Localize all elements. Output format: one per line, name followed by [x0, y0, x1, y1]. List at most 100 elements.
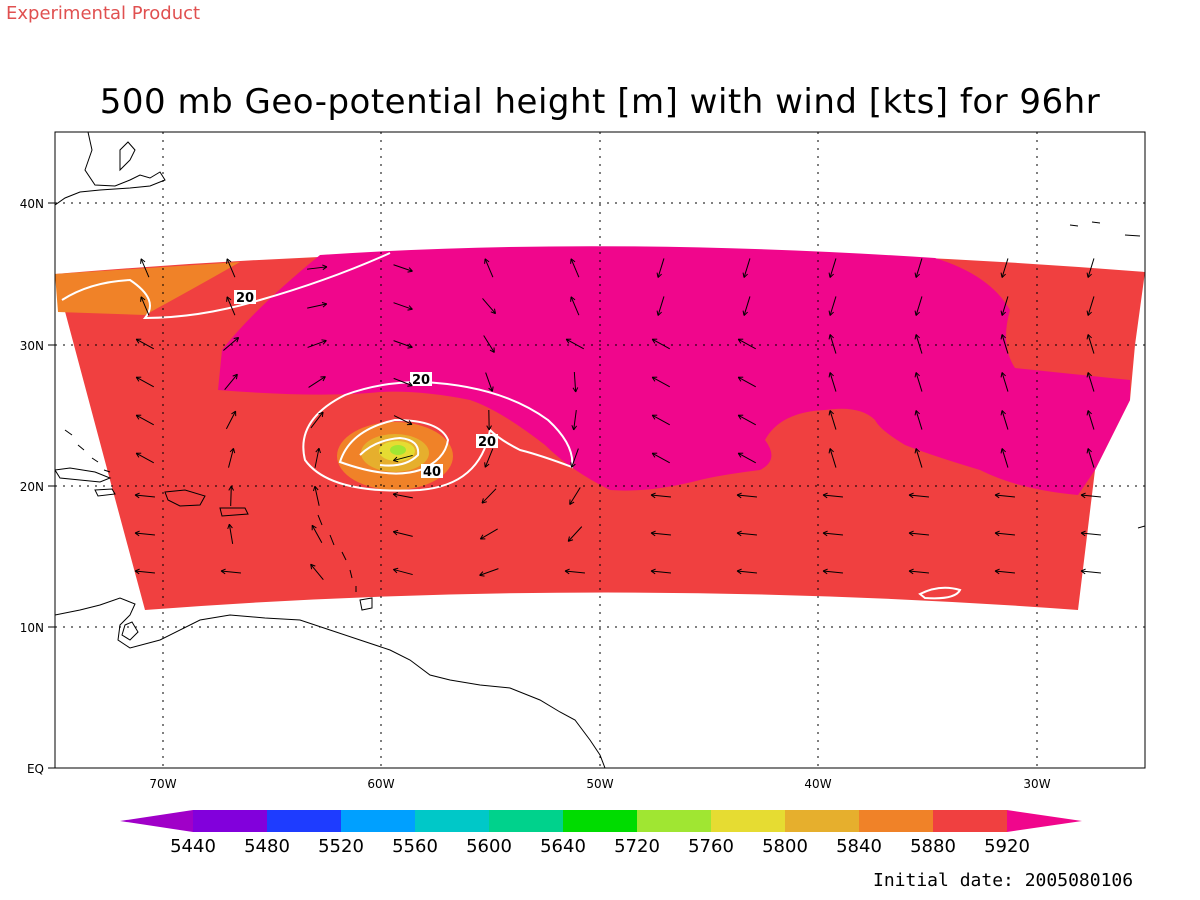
wind-arrow-head — [915, 410, 920, 415]
wind-arrow-head — [134, 492, 140, 496]
wind-arrow — [140, 258, 150, 278]
wind-arrow-head — [318, 411, 324, 415]
wind-arrow — [915, 410, 923, 430]
wind-arrow-head — [392, 531, 398, 536]
wind-arrow-head — [392, 569, 398, 574]
wind-arrow-head — [220, 570, 226, 575]
wind-arrow-head — [569, 501, 575, 505]
wind-arrow-head — [737, 452, 742, 458]
wind-arrow — [651, 494, 671, 498]
wind-arrow — [135, 532, 155, 536]
wind-arrow-head — [318, 448, 321, 454]
wind-arrow — [480, 528, 498, 540]
lat-label-40n: 40N — [20, 197, 44, 211]
puerto-rico-coast — [219, 507, 249, 517]
wind-arrow — [1087, 296, 1095, 316]
colorbar-label: 5880 — [910, 836, 956, 857]
wind-arrow-head — [233, 337, 239, 340]
wind-arrow-head — [828, 310, 831, 316]
wind-arrow-head — [322, 376, 326, 382]
wind-arrow-head — [226, 258, 232, 263]
wind-vectors — [134, 258, 1101, 581]
contour-label-20-mid: 20 — [412, 373, 430, 388]
wind-arrow-head — [1000, 310, 1003, 316]
wind-arrow-head — [570, 462, 573, 468]
wind-arrow-head — [321, 411, 324, 418]
wind-arrow-head — [140, 258, 146, 263]
wind-arrow — [135, 570, 155, 574]
contour-label-box — [421, 464, 443, 478]
wind-arrow — [651, 414, 671, 426]
wind-arrow-head — [1080, 492, 1086, 496]
wind-arrow — [909, 494, 929, 498]
lesser-antilles — [317, 514, 357, 592]
azores-islands — [1069, 221, 1141, 237]
coastlines — [55, 132, 1145, 768]
wind-contour-inner — [359, 436, 420, 467]
wind-arrow-head — [915, 311, 920, 316]
wind-arrow-head — [829, 311, 834, 316]
wind-arrow — [307, 266, 327, 270]
wind-arrow — [1001, 258, 1009, 278]
wind-arrow-head — [822, 532, 828, 537]
wind-arrow-head — [236, 337, 240, 343]
wind-arrow-head — [565, 338, 570, 344]
wind-arrow-head — [1086, 448, 1089, 454]
wind-arrow-head — [914, 272, 917, 278]
wind-arrow-head — [393, 460, 399, 463]
wind-arrow-head — [226, 296, 232, 301]
colorbar-label: 5920 — [984, 836, 1030, 857]
hispaniola-coast — [164, 489, 206, 507]
wind-arrow — [823, 494, 843, 498]
wind-arrow — [479, 568, 499, 576]
wind-arrow-head — [570, 296, 576, 301]
lon-label-30w: 30W — [1023, 777, 1050, 791]
wind-arrow-head — [490, 311, 496, 315]
wind-arrow — [135, 338, 155, 350]
wind-arrow-head — [484, 258, 490, 263]
lat-label-30n: 30N — [20, 339, 44, 353]
wind-arrow-head — [1080, 532, 1086, 537]
wind-arrow — [481, 488, 497, 504]
wind-arrow-head — [994, 570, 1000, 575]
wind-arrow — [651, 570, 671, 574]
wind-arrow-head — [822, 492, 828, 496]
wind-arrow-head — [657, 311, 662, 316]
wind-arrow-head — [736, 494, 742, 499]
wind-arrow-head — [567, 536, 570, 542]
colorbar-label: 5760 — [688, 836, 734, 857]
wind-arrow-head — [134, 570, 140, 575]
wind-arrow — [829, 410, 837, 430]
wind-arrow-head — [736, 568, 742, 572]
wind-arrow-head — [486, 425, 490, 431]
wind-arrow-head — [742, 310, 745, 316]
colorbar-label: 5520 — [318, 836, 364, 857]
wind-arrow-head — [1000, 272, 1003, 278]
lat-label-10n: 10N — [20, 621, 44, 635]
lat-label-eq: EQ — [27, 762, 44, 776]
color-bar-labels: 5440 5480 5520 5560 5600 5640 5720 5760 … — [170, 836, 1030, 857]
wind-arrow-head — [232, 373, 238, 377]
wind-arrow-head — [1001, 448, 1006, 453]
wind-arrow — [829, 448, 837, 468]
wind-arrow-head — [650, 492, 656, 496]
colorbar-segment — [267, 810, 341, 832]
wind-arrow-head — [743, 311, 748, 316]
jamaica-coast — [94, 488, 116, 497]
wind-arrow — [829, 334, 837, 354]
wind-arrow-head — [994, 492, 1000, 496]
wind-arrow-head — [315, 447, 320, 453]
wind-arrow — [1087, 410, 1095, 430]
wind-arrow-head — [479, 571, 484, 576]
lon-label-60w: 60W — [367, 777, 394, 791]
wind-arrow-head — [484, 463, 490, 468]
wind-arrow-head — [736, 570, 742, 575]
wind-arrow-head — [479, 534, 484, 540]
wind-arrow — [915, 448, 923, 468]
wind-arrow-head — [828, 410, 831, 416]
wind-arrow-head — [994, 568, 1000, 572]
wind-arrow — [484, 448, 494, 468]
trinidad-coast — [359, 597, 373, 611]
wind-arrow-head — [407, 385, 413, 387]
wind-arrow — [737, 494, 757, 498]
